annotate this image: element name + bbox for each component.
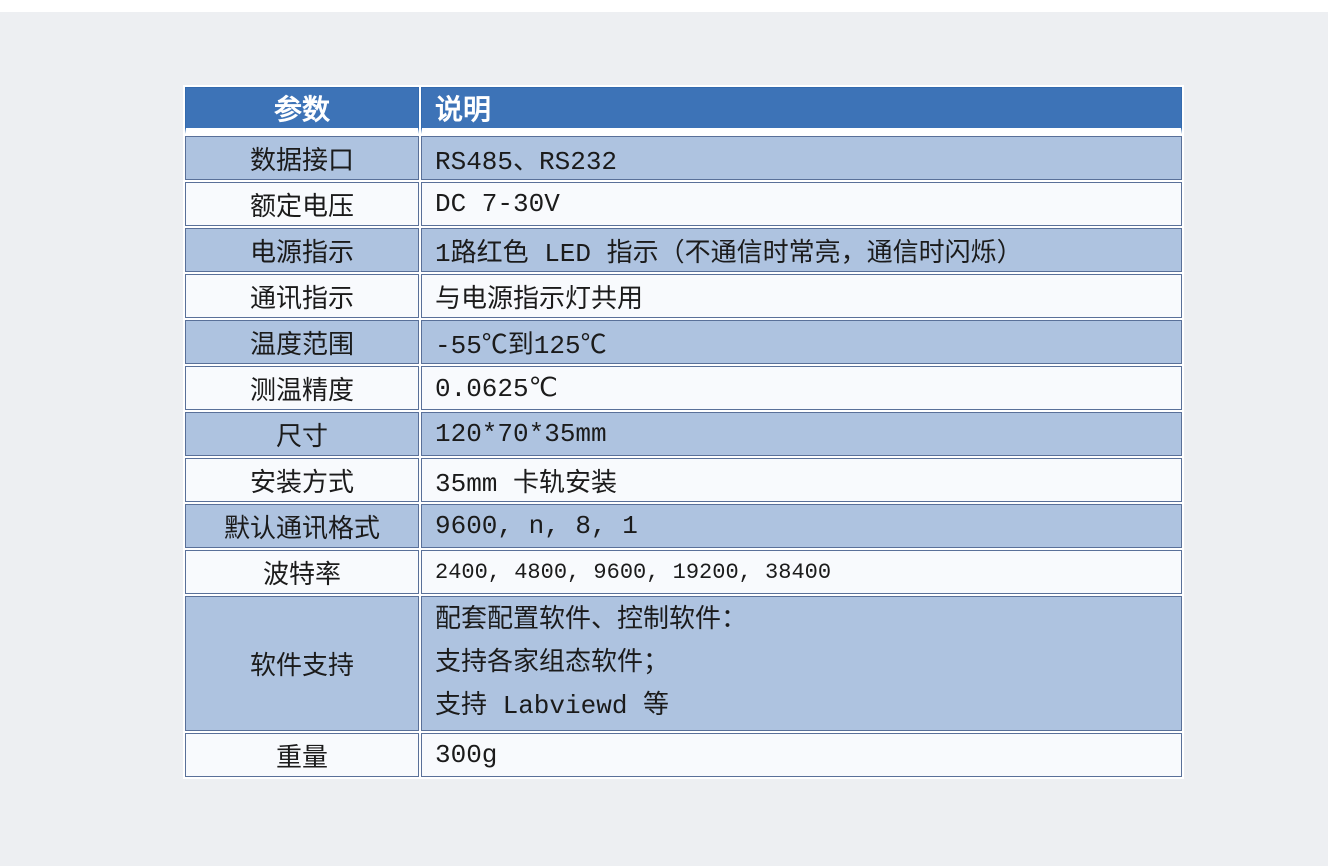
row-software-support: 软件支持 配套配置软件、控制软件： 支持各家组态软件； 支持 Labviewd … [185,596,1182,731]
row-temp-accuracy: 测温精度 0.0625℃ [185,366,1182,410]
param-label: 软件支持 [185,596,419,731]
param-label: 电源指示 [185,228,419,272]
row-dimensions: 尺寸 120*70*35mm [185,412,1182,456]
row-data-interface: 数据接口 RS485、RS232 [185,136,1182,180]
param-label: 通讯指示 [185,274,419,318]
row-temp-range: 温度范围 -55℃到125℃ [185,320,1182,364]
param-label: 安装方式 [185,458,419,502]
param-value: 配套配置软件、控制软件： 支持各家组态软件； 支持 Labviewd 等 [421,596,1182,731]
row-rated-voltage: 额定电压 DC 7-30V [185,182,1182,226]
param-label: 重量 [185,733,419,777]
software-support-line-3: 支持 Labviewd 等 [435,691,670,721]
software-support-line-1: 配套配置软件、控制软件： [435,605,748,635]
row-default-comm-format: 默认通讯格式 9600, n, 8, 1 [185,504,1182,548]
param-value: RS485、RS232 [421,136,1182,180]
param-value: 300g [421,733,1182,777]
param-label: 额定电压 [185,182,419,226]
param-value: 120*70*35mm [421,412,1182,456]
header-cell-description: 说明 [421,87,1182,134]
param-value: 与电源指示灯共用 [421,274,1182,318]
spec-table: 参数 说明 数据接口 RS485、RS232 额定电压 DC 7-30V 电源指… [183,85,1184,779]
top-white-strip [0,0,1328,12]
param-label: 测温精度 [185,366,419,410]
param-label: 温度范围 [185,320,419,364]
param-value: 35mm 卡轨安装 [421,458,1182,502]
param-value: 1路红色 LED 指示（不通信时常亮，通信时闪烁） [421,228,1182,272]
header-cell-param: 参数 [185,87,419,134]
table-header-row: 参数 说明 [185,87,1182,134]
row-power-indicator: 电源指示 1路红色 LED 指示（不通信时常亮，通信时闪烁） [185,228,1182,272]
param-value: 0.0625℃ [421,366,1182,410]
row-weight: 重量 300g [185,733,1182,777]
param-label: 数据接口 [185,136,419,180]
row-comm-indicator: 通讯指示 与电源指示灯共用 [185,274,1182,318]
row-baud-rate: 波特率 2400, 4800, 9600, 19200, 38400 [185,550,1182,594]
param-label: 尺寸 [185,412,419,456]
param-value: -55℃到125℃ [421,320,1182,364]
param-label: 默认通讯格式 [185,504,419,548]
param-value: 2400, 4800, 9600, 19200, 38400 [421,550,1182,594]
param-value: 9600, n, 8, 1 [421,504,1182,548]
param-value: DC 7-30V [421,182,1182,226]
row-mounting: 安装方式 35mm 卡轨安装 [185,458,1182,502]
param-label: 波特率 [185,550,419,594]
software-support-line-2: 支持各家组态软件； [435,648,670,678]
